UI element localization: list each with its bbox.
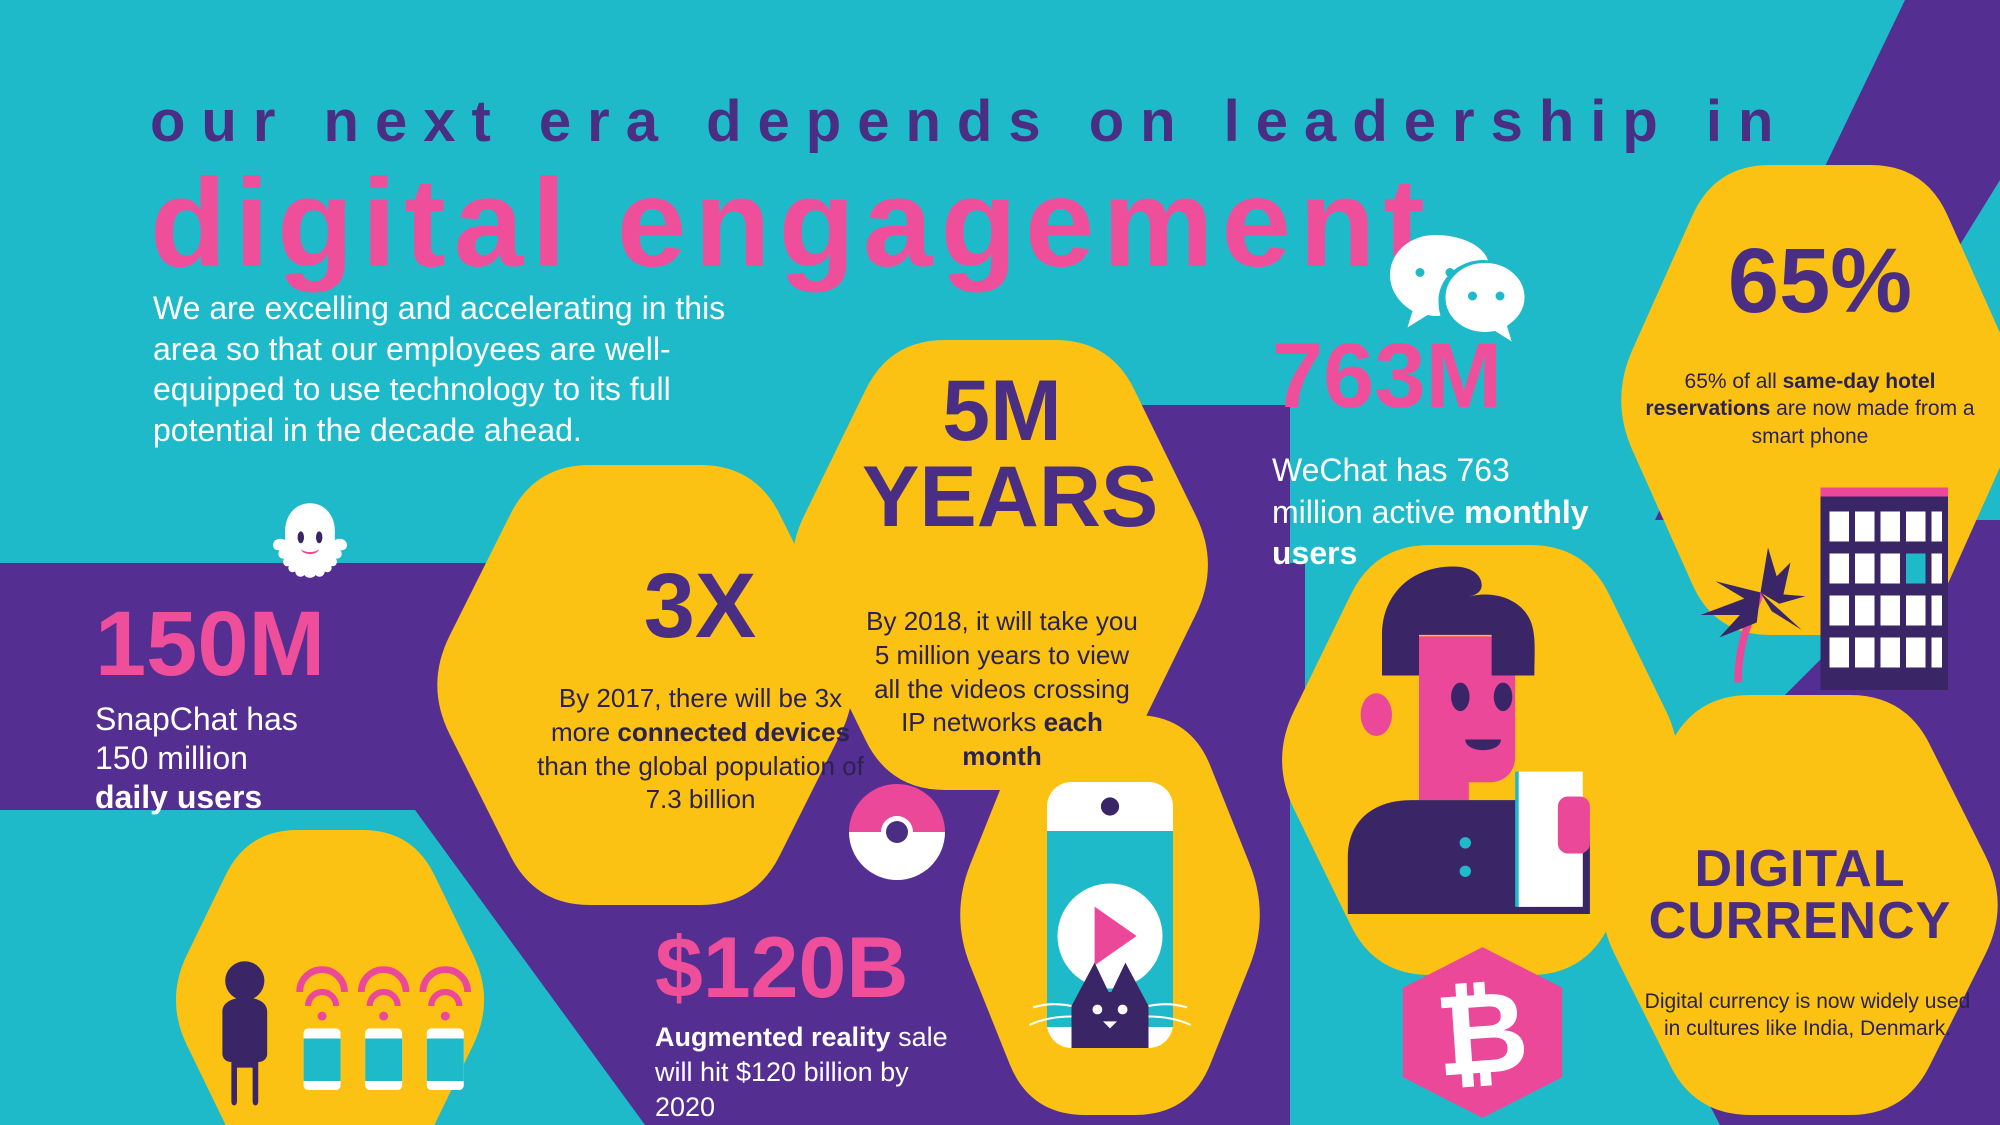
svg-text:₿: ₿ — [1432, 968, 1533, 1100]
